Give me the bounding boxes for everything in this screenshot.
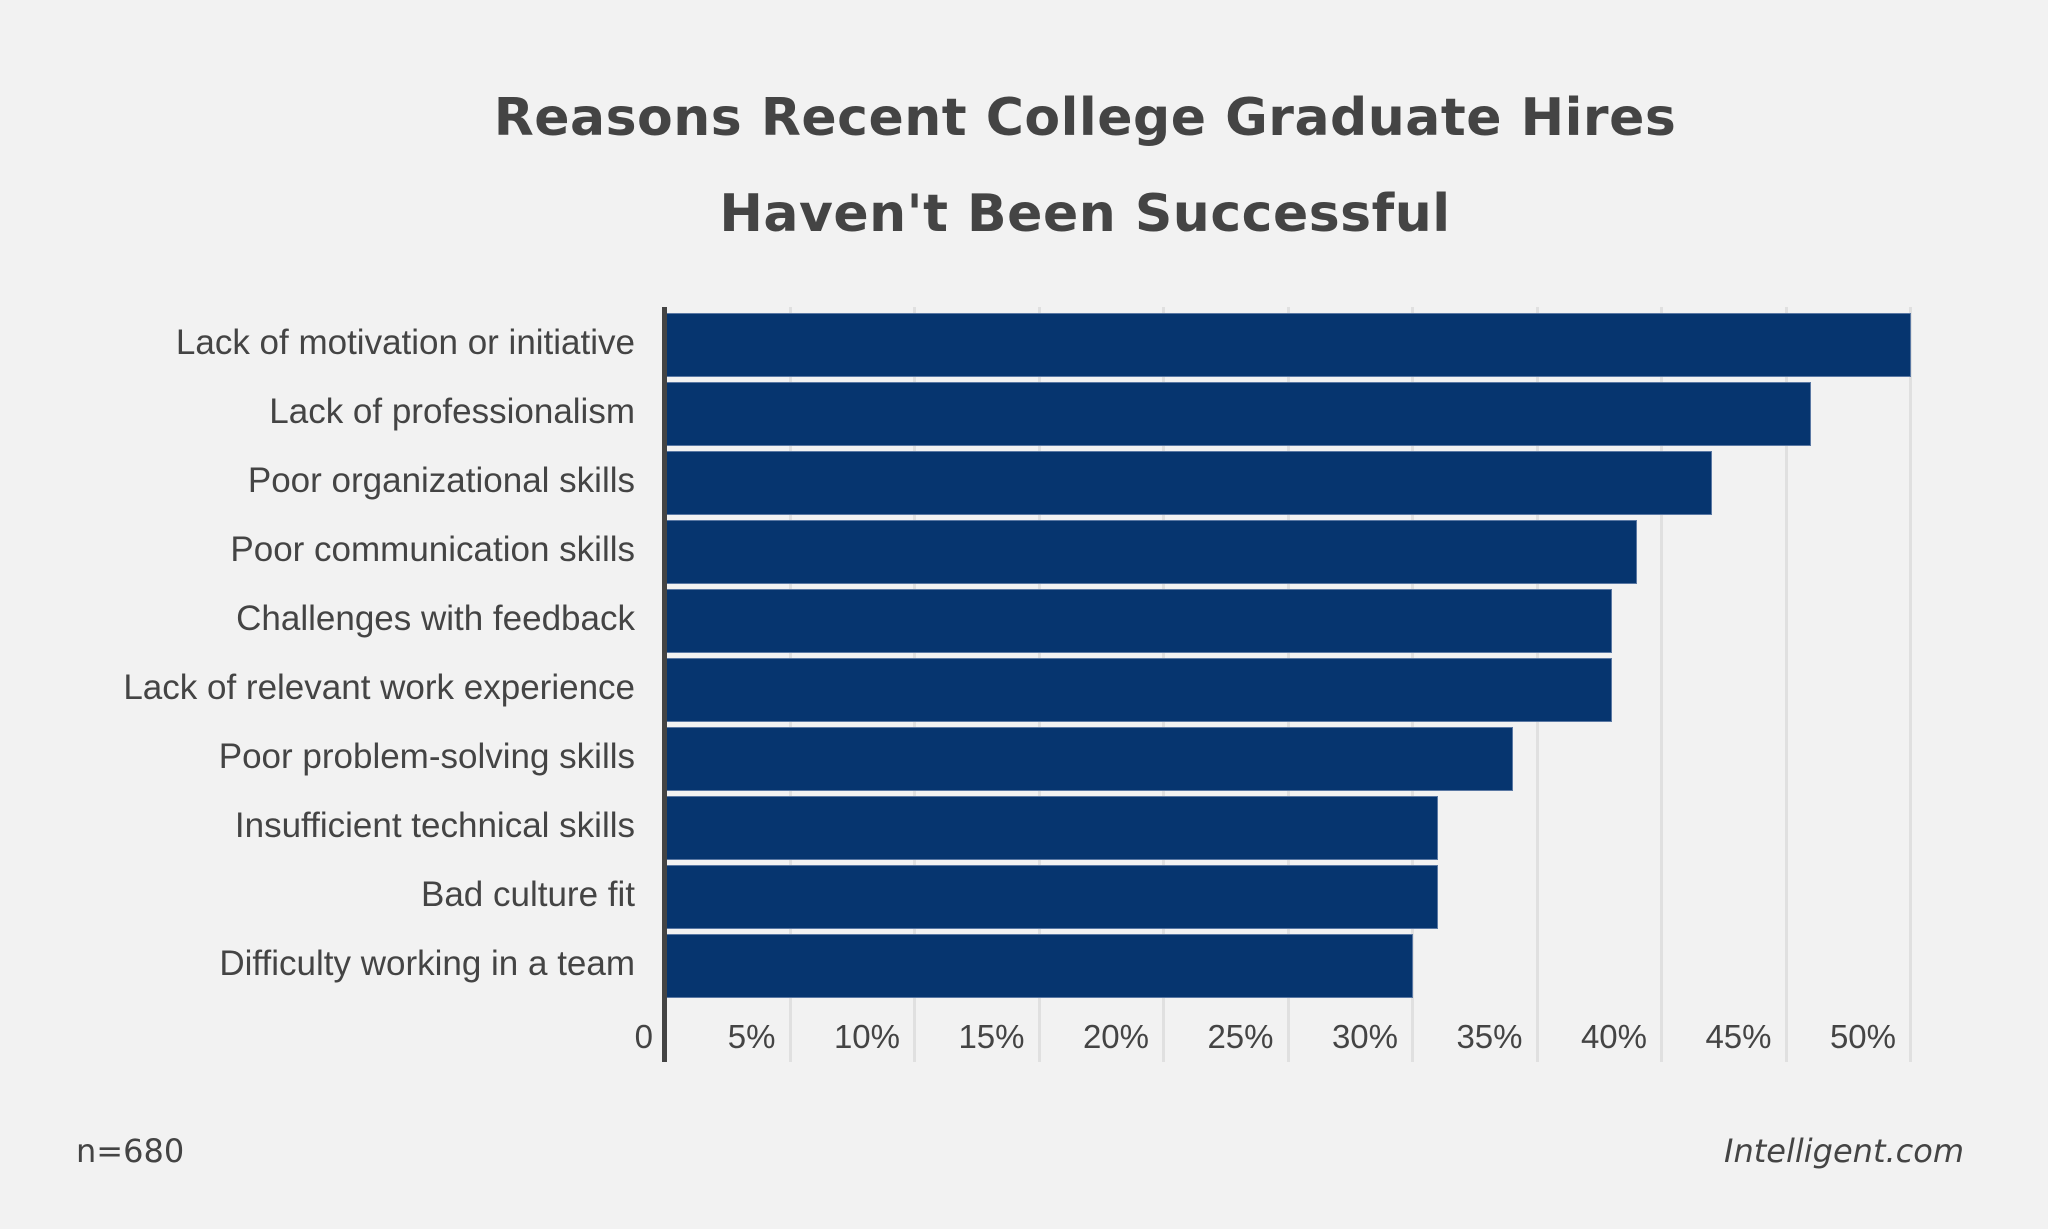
- x-tick-label: 45%: [1705, 1018, 1772, 1055]
- chart-title-line-1: Reasons Recent College Graduate Hires: [493, 88, 1677, 148]
- x-tick-label: 50%: [1829, 1018, 1896, 1055]
- y-axis-line: [662, 307, 667, 1062]
- x-tick-label: 30%: [1331, 1018, 1398, 1055]
- source-credit: Intelligent.com: [1724, 1132, 1964, 1170]
- category-label: Poor communication skills: [230, 530, 635, 569]
- bar: [667, 314, 1910, 376]
- bar: [667, 590, 1612, 652]
- bar: [667, 521, 1637, 583]
- category-label: Lack of professionalism: [269, 392, 635, 431]
- gridline: [1660, 307, 1663, 1062]
- bar: [667, 866, 1437, 928]
- x-tick-label: 20%: [1082, 1018, 1149, 1055]
- bar: [667, 935, 1412, 997]
- gridline: [1909, 307, 1912, 1062]
- bar: [667, 728, 1512, 790]
- x-tick-label: 0: [634, 1018, 653, 1055]
- category-label: Challenges with feedback: [236, 599, 635, 638]
- bar: [667, 659, 1612, 721]
- x-tick-label: 40%: [1580, 1018, 1647, 1055]
- category-label: Difficulty working in a team: [219, 944, 635, 983]
- category-label: Lack of motivation or initiative: [175, 323, 635, 362]
- bar: [667, 452, 1711, 514]
- x-tick-label: 35%: [1456, 1018, 1523, 1055]
- category-label: Lack of relevant work experience: [123, 668, 635, 707]
- category-label: Poor organizational skills: [247, 461, 635, 500]
- category-label: Bad culture fit: [421, 875, 635, 914]
- gridline: [1784, 307, 1788, 1062]
- chart-title-line-2: Haven't Been Successful: [719, 184, 1451, 244]
- bar: [667, 797, 1437, 859]
- x-tick-label: 15%: [958, 1018, 1025, 1055]
- category-label: Insufficient technical skills: [234, 806, 635, 845]
- category-label: Poor problem-solving skills: [218, 737, 635, 776]
- x-tick-label: 10%: [833, 1018, 900, 1055]
- x-tick-label: 25%: [1207, 1018, 1274, 1055]
- bar: [667, 383, 1811, 445]
- sample-size-note: n=680: [76, 1132, 185, 1170]
- x-tick-label: 5%: [727, 1018, 776, 1055]
